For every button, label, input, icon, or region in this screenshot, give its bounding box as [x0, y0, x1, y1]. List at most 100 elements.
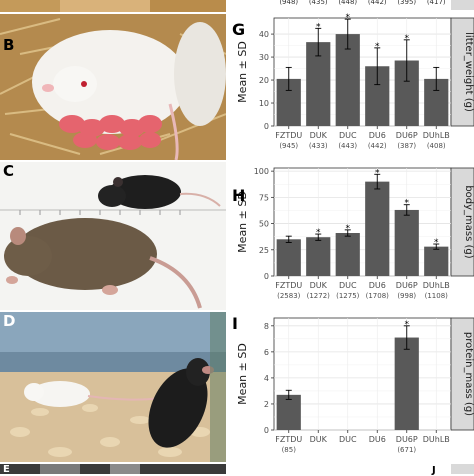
x-count-label: (1108): [425, 292, 449, 300]
x-tick-label: DUK: [310, 131, 328, 140]
x-count-label: (2583): [277, 292, 301, 300]
y-tick-label: 8: [264, 322, 269, 331]
photo-panel-e: [0, 464, 226, 474]
plot-panel: [273, 167, 452, 277]
chart-panel-g: litter_weight (g) 0 10 20 30 40 FZTDU (945) * DUK…: [226, 10, 474, 160]
y-tick-label: 20: [259, 76, 269, 85]
bar: [335, 233, 360, 276]
bar: [276, 394, 301, 430]
x-tick-label: DU6: [369, 131, 386, 140]
y-axis-label: Mean ± SD: [236, 343, 249, 405]
y-tick-label: 30: [259, 53, 269, 62]
top-count-label: (448): [338, 0, 357, 6]
top-count-strip: (948) (435) (448) (442) (395) (417): [226, 0, 474, 10]
y-tick-label: 100: [254, 167, 269, 176]
x-tick-label: DU6P: [396, 435, 418, 444]
y-tick-label: 10: [259, 99, 269, 108]
x-count-label: (1708): [366, 292, 390, 300]
x-count-label: (442): [368, 142, 387, 150]
y-tick-label: 0: [264, 272, 269, 281]
photo-panel-b: [0, 14, 226, 160]
x-count-label: (998): [397, 292, 416, 300]
bar: [394, 337, 419, 430]
top-count-label: (435): [309, 0, 328, 6]
x-count-label: (85): [282, 446, 297, 454]
x-count-label: (387): [397, 142, 416, 150]
x-tick-label: DU6: [369, 281, 386, 290]
x-count-label: (1275): [336, 292, 360, 300]
x-tick-label: DU6P: [396, 281, 418, 290]
y-axis-label: Mean ± SD: [236, 191, 249, 253]
x-tick-label: DUK: [310, 281, 328, 290]
plot-panel: [273, 317, 452, 431]
facet-strip: [450, 317, 474, 431]
significance-star: *: [375, 168, 380, 178]
panel-h-label: H: [232, 186, 246, 205]
facet-label: body_mass (g): [463, 185, 474, 258]
top-count-label: (948): [279, 0, 298, 6]
bar: [424, 246, 449, 276]
top-count-label: (417): [427, 0, 446, 6]
x-tick-label: DUhLB: [423, 435, 450, 444]
facet-strip: [450, 17, 474, 127]
significance-star: *: [405, 320, 410, 330]
x-tick-label: DUC: [339, 131, 357, 140]
facet-label: litter_weight (g): [463, 32, 474, 112]
photo-panel-a-sliver: [0, 0, 226, 12]
x-count-label: (1272): [307, 292, 331, 300]
plot-panel: [273, 17, 452, 127]
photo-panel-c: [0, 162, 226, 310]
y-tick-label: 0: [264, 122, 269, 131]
top-count-label: (395): [397, 0, 416, 6]
significance-star: *: [375, 42, 380, 52]
y-tick-label: 2: [264, 400, 269, 409]
bar: [276, 239, 301, 276]
bar: [365, 181, 390, 276]
significance-star: *: [346, 224, 351, 234]
chart-panel-i: protein_mass (g) 0 2 4 6 8 FZTDU (85) DUK DUC DU6 *…: [226, 310, 474, 464]
x-count-label: (443): [338, 142, 357, 150]
x-count-label: (671): [397, 446, 416, 454]
x-tick-label: DUC: [339, 435, 357, 444]
y-tick-label: 25: [259, 246, 269, 255]
x-tick-label: DU6: [369, 435, 386, 444]
y-tick-label: 4: [264, 374, 269, 383]
x-tick-label: FZTDU: [275, 281, 302, 290]
x-count-label: (433): [309, 142, 328, 150]
panel-g-label: G: [232, 20, 246, 39]
y-axis-label: Mean ± SD: [236, 41, 249, 103]
x-count-label: (945): [279, 142, 298, 150]
significance-star: *: [346, 13, 351, 23]
significance-star: *: [434, 238, 439, 248]
panel-j-stub: [226, 464, 474, 474]
facet-label: protein_mass (g): [463, 332, 474, 416]
significance-star: *: [316, 228, 321, 238]
top-count-label: (442): [368, 0, 387, 6]
significance-star: *: [316, 22, 321, 32]
x-tick-label: FZTDU: [275, 435, 302, 444]
x-tick-label: FZTDU: [275, 131, 302, 140]
x-count-label: (408): [427, 142, 446, 150]
panel-d-label: D: [3, 312, 16, 330]
significance-star: *: [405, 34, 410, 44]
y-tick-label: 6: [264, 348, 269, 357]
x-tick-label: DUC: [339, 281, 357, 290]
x-tick-label: DUhLB: [423, 281, 450, 290]
y-tick-label: 40: [259, 30, 269, 39]
panel-b-label: B: [3, 36, 15, 54]
panel-e-label: E: [3, 464, 10, 475]
photo-panel-d: [0, 312, 226, 462]
x-tick-label: DUK: [310, 435, 328, 444]
x-tick-label: DUhLB: [423, 131, 450, 140]
significance-star: *: [405, 199, 410, 209]
bar: [394, 209, 419, 276]
y-tick-label: 75: [259, 193, 269, 202]
facet-strip: [450, 167, 474, 277]
panel-i-label: I: [232, 314, 238, 333]
panel-j-label: J: [432, 465, 436, 476]
chart-panel-h: body_mass (g) 0 25 50 75 100 FZTDU (2583) * DUK (1…: [226, 160, 474, 310]
panel-c-label: C: [3, 162, 15, 180]
y-tick-label: 50: [259, 220, 269, 229]
bar: [306, 237, 331, 276]
y-tick-label: 0: [264, 426, 269, 435]
